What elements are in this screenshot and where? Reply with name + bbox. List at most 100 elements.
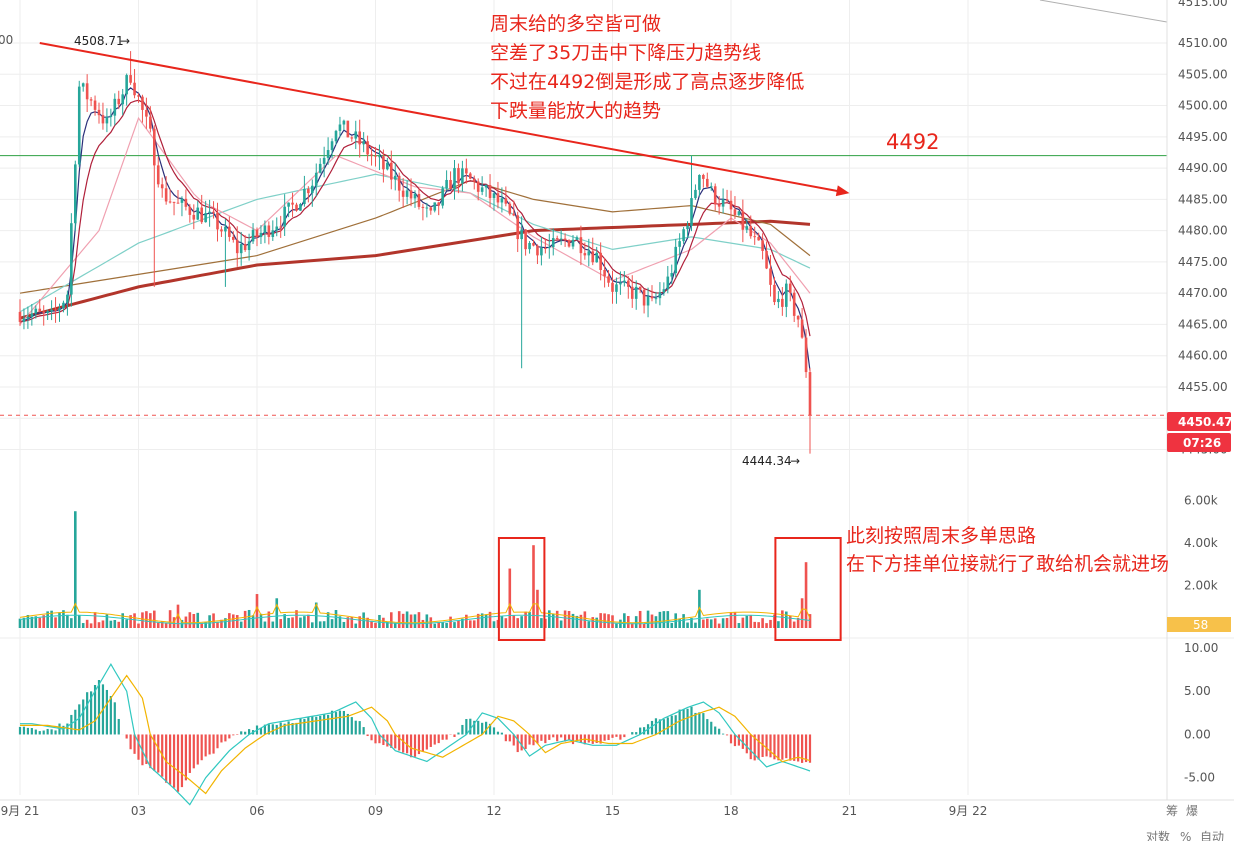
candle[interactable] bbox=[627, 280, 630, 287]
candle[interactable] bbox=[34, 308, 38, 314]
candle[interactable] bbox=[674, 246, 677, 274]
candle[interactable] bbox=[737, 211, 741, 215]
candle[interactable] bbox=[228, 226, 231, 237]
candle[interactable] bbox=[453, 168, 456, 190]
candle[interactable] bbox=[133, 82, 136, 96]
candle[interactable] bbox=[429, 207, 433, 211]
candle[interactable] bbox=[591, 251, 595, 263]
candle[interactable] bbox=[358, 131, 361, 145]
candle[interactable] bbox=[393, 175, 397, 180]
candle[interactable] bbox=[500, 198, 504, 203]
candle[interactable] bbox=[224, 226, 227, 232]
candle[interactable] bbox=[160, 184, 164, 189]
candle[interactable] bbox=[575, 237, 579, 240]
candle[interactable] bbox=[741, 211, 745, 230]
candle[interactable] bbox=[583, 253, 587, 256]
candle[interactable] bbox=[129, 75, 132, 83]
candle[interactable] bbox=[192, 214, 196, 220]
candle[interactable] bbox=[366, 141, 369, 155]
candle[interactable] bbox=[555, 238, 559, 240]
candle[interactable] bbox=[686, 225, 689, 230]
candlesticks[interactable] bbox=[18, 51, 812, 454]
candle[interactable] bbox=[405, 190, 409, 197]
candle[interactable] bbox=[808, 372, 812, 416]
candle[interactable] bbox=[346, 120, 350, 138]
candle[interactable] bbox=[634, 286, 638, 299]
candle[interactable] bbox=[338, 124, 342, 131]
candle[interactable] bbox=[773, 284, 776, 303]
candle[interactable] bbox=[105, 117, 109, 124]
footer-chips-icon[interactable]: 筹 bbox=[1166, 804, 1178, 818]
candle[interactable] bbox=[528, 242, 531, 250]
candle[interactable] bbox=[172, 201, 176, 203]
candle[interactable] bbox=[303, 188, 306, 205]
candle[interactable] bbox=[619, 282, 622, 285]
candle[interactable] bbox=[295, 204, 298, 211]
candle[interactable] bbox=[694, 189, 697, 199]
candle[interactable] bbox=[484, 184, 488, 188]
candle[interactable] bbox=[666, 276, 670, 290]
candle[interactable] bbox=[615, 284, 618, 292]
candle[interactable] bbox=[717, 204, 721, 207]
candle[interactable] bbox=[318, 163, 322, 173]
candle[interactable] bbox=[449, 179, 452, 190]
candle[interactable] bbox=[232, 236, 235, 240]
candle[interactable] bbox=[208, 211, 211, 214]
candle[interactable] bbox=[567, 240, 571, 247]
candle[interactable] bbox=[77, 86, 81, 165]
candle[interactable] bbox=[670, 273, 674, 277]
candle[interactable] bbox=[698, 174, 701, 190]
candle[interactable] bbox=[757, 236, 760, 241]
auto-scale-toggle[interactable]: 自动 bbox=[1200, 830, 1224, 841]
candle[interactable] bbox=[141, 96, 144, 110]
candle[interactable] bbox=[164, 188, 168, 202]
candle[interactable] bbox=[291, 202, 294, 205]
candle[interactable] bbox=[788, 283, 792, 293]
candle[interactable] bbox=[378, 156, 381, 158]
candle[interactable] bbox=[441, 188, 444, 206]
candle[interactable] bbox=[690, 198, 693, 226]
candle[interactable] bbox=[299, 204, 302, 211]
candle[interactable] bbox=[729, 200, 733, 210]
candle[interactable] bbox=[342, 120, 346, 125]
candle[interactable] bbox=[180, 198, 184, 203]
candle[interactable] bbox=[97, 109, 101, 116]
candle[interactable] bbox=[243, 244, 247, 251]
candle[interactable] bbox=[781, 298, 784, 307]
candle[interactable] bbox=[492, 193, 496, 199]
candle[interactable] bbox=[117, 98, 121, 105]
candle[interactable] bbox=[413, 193, 417, 199]
candle[interactable] bbox=[638, 286, 642, 290]
candle[interactable] bbox=[745, 226, 749, 230]
candle[interactable] bbox=[603, 270, 606, 277]
candle[interactable] bbox=[433, 202, 437, 211]
candle[interactable] bbox=[417, 193, 421, 207]
candle[interactable] bbox=[311, 185, 314, 194]
candle[interactable] bbox=[630, 286, 634, 299]
candle[interactable] bbox=[354, 131, 358, 139]
candle[interactable] bbox=[271, 230, 275, 237]
candle[interactable] bbox=[81, 83, 85, 87]
candle[interactable] bbox=[390, 162, 393, 180]
candle[interactable] bbox=[350, 137, 354, 139]
candle[interactable] bbox=[212, 211, 215, 213]
candle[interactable] bbox=[121, 94, 124, 105]
candle[interactable] bbox=[330, 141, 334, 151]
candle[interactable] bbox=[397, 175, 401, 191]
candle[interactable] bbox=[472, 178, 476, 182]
candle[interactable] bbox=[46, 311, 49, 313]
candle[interactable] bbox=[709, 186, 713, 188]
percent-scale-toggle[interactable]: % bbox=[1180, 830, 1191, 841]
candle[interactable] bbox=[532, 242, 535, 246]
candle[interactable] bbox=[548, 247, 551, 249]
candle[interactable] bbox=[662, 289, 666, 293]
candle[interactable] bbox=[275, 226, 279, 231]
candle[interactable] bbox=[184, 198, 188, 207]
candle[interactable] bbox=[753, 236, 756, 238]
candle[interactable] bbox=[520, 229, 523, 240]
candle[interactable] bbox=[421, 206, 425, 208]
candle[interactable] bbox=[476, 181, 480, 192]
candle[interactable] bbox=[247, 241, 251, 251]
candle[interactable] bbox=[386, 162, 389, 170]
candle[interactable] bbox=[93, 100, 97, 110]
